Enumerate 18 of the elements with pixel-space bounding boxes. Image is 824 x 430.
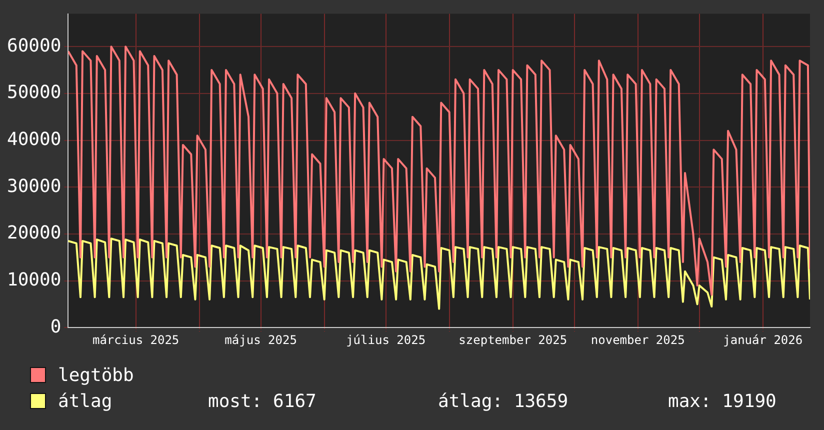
x-tick-label: március 2025 [92, 332, 180, 347]
y-tick-label: 60000 [6, 35, 62, 56]
y-tick-label: 20000 [6, 222, 62, 244]
y-tick-label: 10000 [6, 269, 62, 290]
x-tick-label: november 2025 [590, 332, 685, 347]
text: most: 6167 [208, 390, 318, 412]
text: átlag: 13659 [438, 390, 570, 412]
x-tick-label: július 2025 [346, 332, 426, 347]
x-tick-label: január 2026 [723, 332, 803, 347]
y-tick-label: 50000 [6, 82, 62, 104]
legend-label: legtöbb [58, 364, 135, 386]
x-tick-label: szeptember 2025 [458, 332, 568, 347]
legend-label: átlag [58, 390, 114, 412]
y-tick-label: 0 [50, 316, 62, 338]
y-tick-label: 40000 [6, 128, 62, 150]
y-tick-label: 30000 [6, 176, 62, 197]
x-tick-label: május 2025 [224, 332, 297, 347]
text: max: 19190 [668, 390, 778, 412]
